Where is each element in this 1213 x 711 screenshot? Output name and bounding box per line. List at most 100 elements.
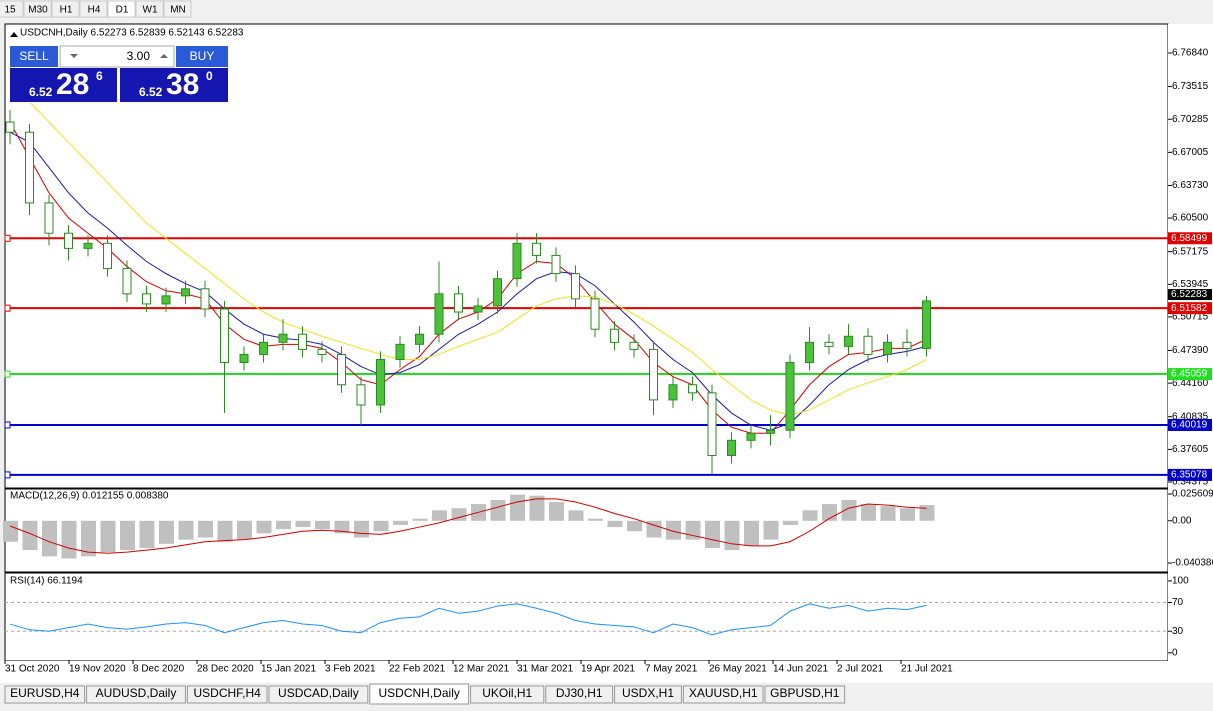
tab[interactable] — [764, 685, 846, 704]
y-tick-label: 6.63730 — [1172, 180, 1209, 191]
tab[interactable] — [186, 685, 268, 704]
macd-bar — [178, 520, 194, 540]
candle-body — [649, 348, 658, 401]
macd-bar — [61, 520, 77, 559]
macd-bar — [393, 520, 408, 525]
candle-body — [805, 341, 814, 364]
moving-average — [9, 131, 927, 431]
candle-body — [434, 293, 444, 335]
tab-label[interactable]: EURUSD,H4 — [10, 686, 80, 700]
tab-label[interactable]: XAUUSD,H1 — [689, 686, 758, 700]
tab-label[interactable]: USDCNH,Daily — [379, 686, 460, 700]
timeframe-button[interactable] — [0, 0, 24, 18]
buy-button[interactable] — [176, 46, 228, 67]
ask-box[interactable] — [120, 68, 228, 102]
tab[interactable] — [470, 685, 545, 704]
chart-title: USDCNH,Daily 6.52273 6.52839 6.52143 6.5… — [20, 28, 244, 39]
timeframe-label[interactable]: 15 — [4, 5, 16, 16]
y-tick-label: 6.70285 — [1172, 114, 1209, 125]
macd-signal — [9, 498, 927, 554]
timeframe-label[interactable]: H4 — [88, 5, 101, 16]
candle-body — [668, 384, 678, 401]
y-tick-label: 30 — [1172, 626, 1184, 637]
tab[interactable] — [545, 685, 614, 704]
candle-body — [610, 328, 619, 343]
level-handle — [4, 421, 11, 429]
timeframe-button[interactable] — [79, 0, 108, 18]
x-tick-label: 3 Feb 2021 — [325, 664, 376, 675]
macd-bar — [432, 510, 447, 521]
timeframe-button[interactable] — [135, 0, 164, 18]
candle-body — [337, 353, 346, 386]
tab[interactable] — [369, 683, 470, 705]
tab-label[interactable]: GBPUSD,H1 — [770, 686, 840, 700]
timeframe-button[interactable] — [107, 0, 136, 18]
timeframe-button[interactable] — [51, 0, 80, 18]
y-tick-label: 6.37605 — [1172, 444, 1209, 455]
macd-bar — [529, 495, 545, 521]
candle-body — [142, 293, 151, 305]
macd-bar — [81, 520, 96, 557]
candle-body — [590, 298, 600, 330]
lots-down[interactable] — [70, 54, 78, 58]
tab-label[interactable]: USDCAD,Daily — [278, 686, 359, 700]
level-tag — [1168, 302, 1212, 315]
candle-body — [707, 392, 717, 456]
y-tick-label: 6.53945 — [1172, 279, 1209, 290]
x-tick-label: 12 Mar 2021 — [453, 664, 510, 675]
macd-bar — [549, 501, 564, 521]
y-tick-label: 6.73515 — [1172, 81, 1209, 92]
bid-box[interactable] — [10, 68, 117, 102]
macd-bar — [3, 520, 18, 542]
y-tick-label: 6.67005 — [1172, 147, 1209, 158]
candle-body — [766, 429, 775, 434]
macd-bar — [588, 518, 603, 521]
timeframe-label[interactable]: MN — [170, 5, 186, 16]
tab[interactable] — [682, 685, 764, 704]
tab-label[interactable]: USDCHF,H4 — [194, 686, 262, 700]
level-tag-label: 6.51582 — [1171, 303, 1208, 314]
level-handle — [4, 471, 11, 479]
lots-value[interactable]: 3.00 — [127, 49, 151, 63]
candle-body — [200, 288, 210, 310]
ask-sup: 0 — [206, 69, 213, 83]
tab-label[interactable]: UKOil,H1 — [482, 686, 532, 700]
candle-body — [532, 242, 541, 256]
candle-body — [551, 254, 561, 275]
timeframe-label[interactable]: M30 — [28, 5, 48, 16]
lots-up[interactable] — [160, 54, 168, 58]
tab-label[interactable]: DJ30,H1 — [556, 686, 603, 700]
collapse-icon — [10, 32, 18, 37]
macd-bar — [42, 520, 57, 557]
candle-body — [746, 432, 756, 441]
candle-body — [844, 335, 853, 347]
tab-label[interactable]: AUDUSD,Daily — [96, 686, 177, 700]
level-tag — [1168, 232, 1212, 245]
timeframe-button[interactable] — [23, 0, 52, 18]
x-tick-label: 28 Dec 2020 — [197, 664, 254, 675]
buy-label[interactable]: BUY — [190, 49, 215, 63]
lots-input[interactable] — [59, 45, 175, 68]
candle-body — [25, 131, 34, 204]
tab[interactable] — [86, 685, 186, 704]
macd-bar — [217, 520, 233, 542]
sell-label[interactable]: SELL — [19, 49, 49, 63]
candle-body — [415, 333, 424, 345]
candle-body — [395, 343, 405, 361]
macd-bar — [627, 520, 642, 532]
timeframe-label[interactable]: D1 — [116, 5, 129, 16]
sell-button[interactable] — [10, 46, 58, 67]
tab[interactable] — [614, 685, 682, 704]
tab[interactable] — [4, 685, 86, 704]
timeframe-label[interactable]: H1 — [60, 5, 73, 16]
tab-label[interactable]: USDX,H1 — [622, 686, 674, 700]
timeframe-label[interactable]: W1 — [143, 5, 158, 16]
tab[interactable] — [268, 685, 369, 704]
level-tag-label: 6.35078 — [1171, 470, 1208, 481]
timeframe-button[interactable] — [163, 0, 192, 18]
candle-body — [571, 273, 580, 300]
x-tick-label: 19 Apr 2021 — [581, 664, 635, 675]
macd-bar — [724, 520, 740, 551]
x-tick-label: 2 Jul 2021 — [837, 664, 884, 675]
macd-bar — [666, 520, 681, 540]
